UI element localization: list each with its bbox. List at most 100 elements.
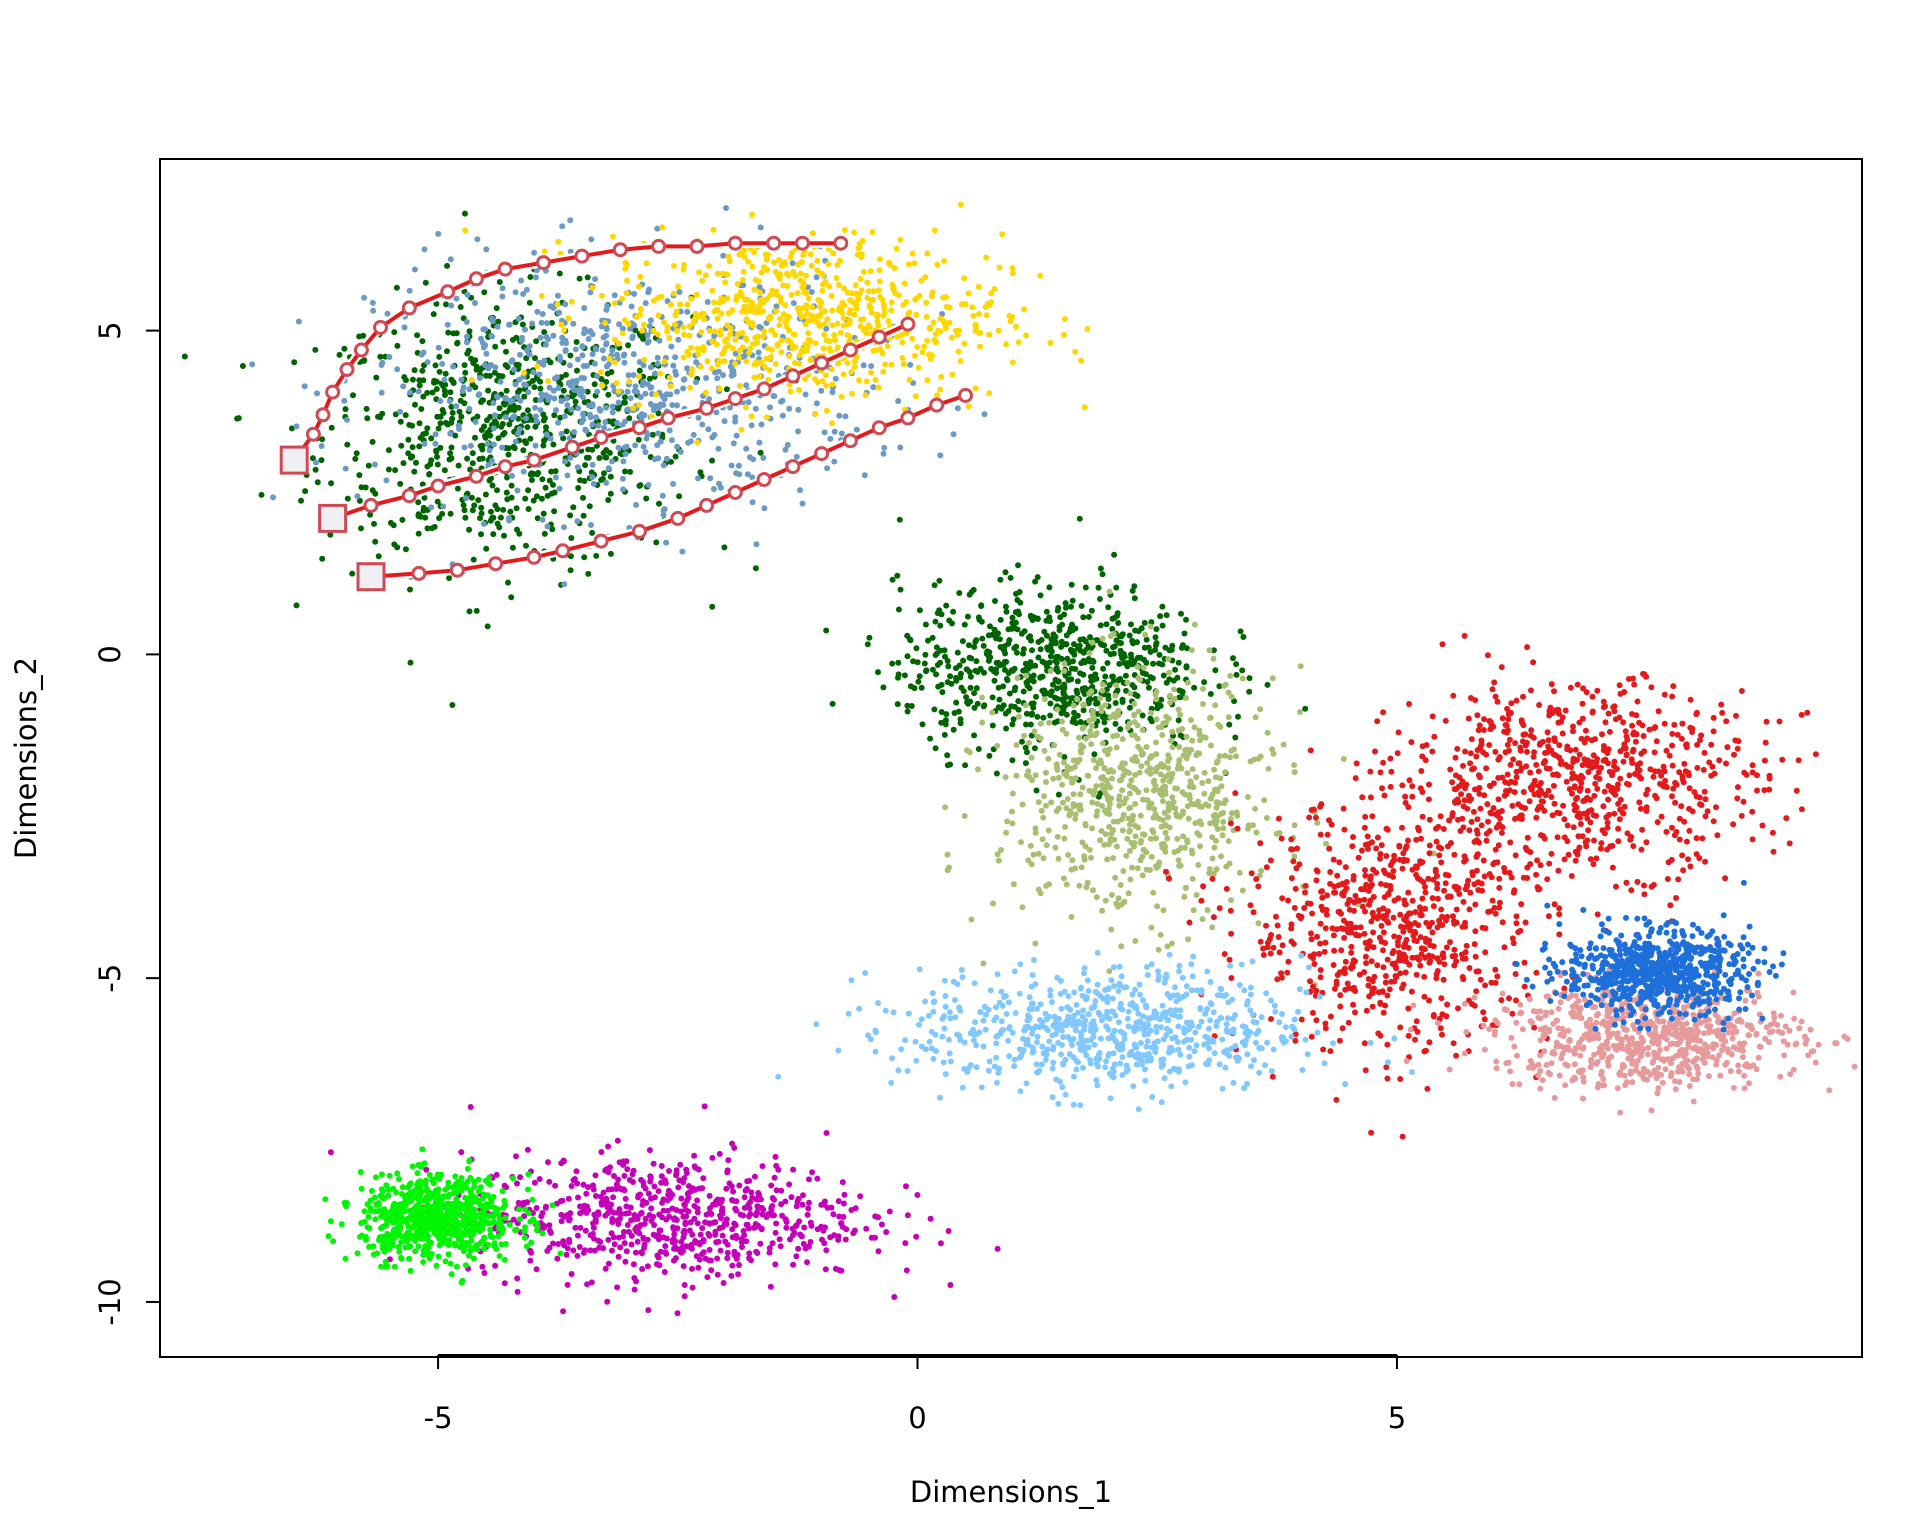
data-point bbox=[749, 499, 756, 506]
data-point bbox=[657, 438, 664, 445]
data-point bbox=[1072, 865, 1079, 872]
data-point bbox=[1037, 646, 1044, 653]
data-point bbox=[828, 366, 835, 373]
data-point bbox=[532, 397, 539, 403]
data-point bbox=[1517, 747, 1524, 754]
data-point bbox=[1480, 1009, 1487, 1016]
data-point bbox=[1623, 879, 1630, 886]
data-point bbox=[500, 431, 506, 438]
data-point bbox=[1117, 726, 1124, 733]
data-point bbox=[720, 372, 727, 379]
data-point bbox=[1002, 569, 1009, 576]
data-point bbox=[974, 668, 981, 675]
data-point bbox=[1368, 1129, 1375, 1136]
data-point bbox=[563, 371, 569, 378]
data-point bbox=[1214, 758, 1221, 764]
data-point bbox=[1545, 737, 1552, 744]
data-point bbox=[428, 435, 435, 442]
data-point bbox=[1502, 788, 1509, 794]
data-point bbox=[447, 256, 454, 263]
data-point bbox=[771, 393, 778, 400]
data-point bbox=[1681, 760, 1688, 767]
data-point bbox=[1486, 828, 1493, 834]
data-point bbox=[765, 376, 772, 383]
data-point bbox=[972, 322, 979, 329]
data-point bbox=[872, 376, 879, 383]
data-point bbox=[914, 344, 921, 350]
data-point bbox=[1269, 675, 1276, 682]
data-point bbox=[831, 428, 838, 435]
data-point bbox=[579, 394, 586, 401]
data-point bbox=[904, 702, 911, 709]
data-point bbox=[799, 284, 806, 291]
data-point bbox=[1495, 796, 1502, 803]
data-point bbox=[1076, 882, 1083, 889]
data-point bbox=[605, 465, 612, 472]
data-point bbox=[802, 376, 808, 383]
data-point bbox=[1399, 1133, 1406, 1140]
data-point bbox=[864, 279, 871, 286]
data-point bbox=[1220, 818, 1227, 825]
data-point bbox=[709, 457, 716, 464]
data-point bbox=[507, 398, 514, 405]
data-point bbox=[1032, 772, 1039, 779]
data-point bbox=[1060, 690, 1067, 697]
data-point bbox=[711, 299, 718, 306]
data-point bbox=[1623, 733, 1630, 740]
data-point bbox=[1268, 932, 1275, 938]
data-point bbox=[1654, 819, 1661, 826]
data-point bbox=[491, 418, 498, 425]
data-point bbox=[937, 622, 944, 629]
data-point bbox=[876, 278, 883, 285]
data-point bbox=[711, 431, 718, 438]
data-point bbox=[1131, 595, 1138, 602]
data-point bbox=[891, 265, 898, 272]
data-point bbox=[666, 374, 673, 381]
data-point bbox=[1438, 995, 1445, 1002]
data-point bbox=[1738, 688, 1745, 694]
data-point bbox=[1569, 790, 1575, 797]
data-point bbox=[614, 419, 621, 426]
data-point bbox=[931, 227, 938, 234]
data-point bbox=[1563, 778, 1570, 785]
data-point bbox=[1175, 857, 1182, 864]
data-point bbox=[1469, 872, 1476, 879]
data-point bbox=[401, 324, 408, 331]
data-point bbox=[773, 308, 779, 315]
data-point bbox=[567, 352, 574, 359]
data-point bbox=[1518, 901, 1525, 908]
data-point bbox=[551, 508, 558, 515]
data-point bbox=[1246, 675, 1253, 682]
data-point bbox=[625, 342, 632, 349]
data-point bbox=[1225, 714, 1232, 721]
data-point bbox=[513, 334, 520, 341]
data-point bbox=[761, 505, 768, 512]
data-point bbox=[538, 495, 545, 502]
data-point bbox=[916, 607, 923, 614]
data-point bbox=[1402, 793, 1409, 800]
data-point bbox=[589, 529, 596, 536]
data-point bbox=[419, 338, 426, 345]
data-point bbox=[447, 430, 454, 437]
data-point bbox=[1606, 728, 1613, 735]
data-point bbox=[1335, 908, 1342, 915]
data-point bbox=[1009, 265, 1016, 272]
data-point bbox=[1047, 339, 1054, 346]
data-point bbox=[1548, 681, 1555, 688]
data-point bbox=[1125, 890, 1132, 897]
data-point bbox=[385, 466, 392, 473]
data-point bbox=[1154, 764, 1161, 771]
data-point bbox=[464, 333, 470, 340]
data-point bbox=[989, 709, 996, 716]
data-point bbox=[729, 307, 736, 314]
data-point bbox=[1735, 738, 1742, 745]
data-point bbox=[753, 360, 760, 367]
data-point bbox=[1527, 861, 1534, 868]
data-point bbox=[1149, 675, 1156, 682]
data-point bbox=[1439, 641, 1446, 648]
data-point bbox=[1137, 812, 1144, 819]
data-point bbox=[649, 431, 656, 438]
data-point bbox=[627, 325, 634, 332]
data-point bbox=[415, 499, 422, 506]
data-point bbox=[979, 694, 985, 701]
